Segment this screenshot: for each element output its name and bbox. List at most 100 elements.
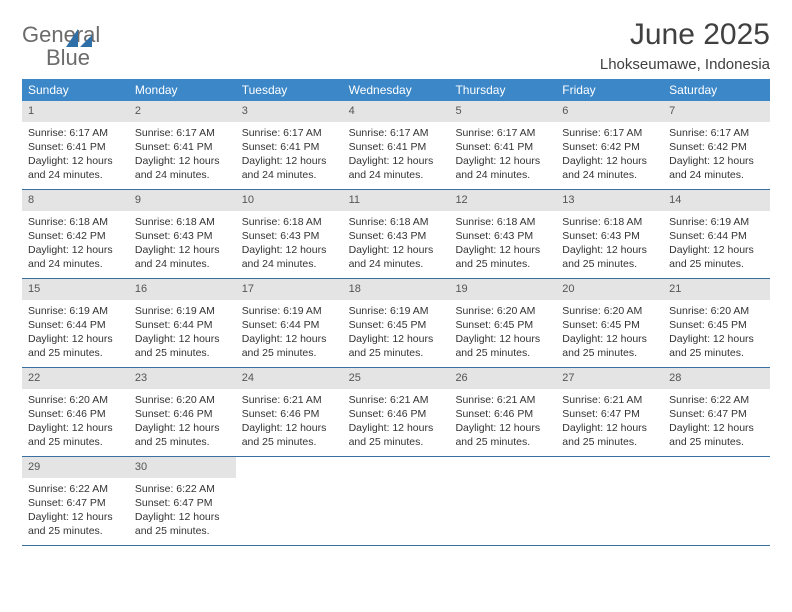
- day-cell: 22Sunrise: 6:20 AMSunset: 6:46 PMDayligh…: [22, 368, 129, 456]
- sunrise-line: Sunrise: 6:21 AM: [455, 393, 550, 407]
- sunrise-line: Sunrise: 6:18 AM: [28, 215, 123, 229]
- day-cell: [236, 457, 343, 545]
- sunrise-line: Sunrise: 6:19 AM: [669, 215, 764, 229]
- day-body: Sunrise: 6:20 AMSunset: 6:45 PMDaylight:…: [560, 304, 659, 361]
- sunrise-line: Sunrise: 6:22 AM: [135, 482, 230, 496]
- sunset-line: Sunset: 6:44 PM: [242, 318, 337, 332]
- sunrise-line: Sunrise: 6:19 AM: [242, 304, 337, 318]
- sunrise-line: Sunrise: 6:19 AM: [135, 304, 230, 318]
- day-cell: 9Sunrise: 6:18 AMSunset: 6:43 PMDaylight…: [129, 190, 236, 278]
- day-number: 29: [22, 457, 129, 478]
- header: General Blue June 2025 Lhokseumawe, Indo…: [22, 18, 770, 73]
- sunrise-line: Sunrise: 6:21 AM: [562, 393, 657, 407]
- sunset-line: Sunset: 6:42 PM: [669, 140, 764, 154]
- sunset-line: Sunset: 6:41 PM: [242, 140, 337, 154]
- sunrise-line: Sunrise: 6:17 AM: [562, 126, 657, 140]
- day-number: 13: [556, 190, 663, 211]
- day-body: Sunrise: 6:17 AMSunset: 6:41 PMDaylight:…: [133, 126, 232, 183]
- sunset-line: Sunset: 6:43 PM: [135, 229, 230, 243]
- sunrise-line: Sunrise: 6:18 AM: [135, 215, 230, 229]
- day-number: 11: [343, 190, 450, 211]
- calendar-grid: SundayMondayTuesdayWednesdayThursdayFrid…: [22, 79, 770, 546]
- day-body: Sunrise: 6:19 AMSunset: 6:44 PMDaylight:…: [667, 215, 766, 272]
- sunset-line: Sunset: 6:41 PM: [455, 140, 550, 154]
- sunset-line: Sunset: 6:46 PM: [135, 407, 230, 421]
- sunset-line: Sunset: 6:43 PM: [349, 229, 444, 243]
- day-number: 7: [663, 101, 770, 122]
- daylight-line: Daylight: 12 hours and 25 minutes.: [455, 332, 550, 360]
- day-body: Sunrise: 6:21 AMSunset: 6:46 PMDaylight:…: [453, 393, 552, 450]
- day-number: 2: [129, 101, 236, 122]
- week-row: 29Sunrise: 6:22 AMSunset: 6:47 PMDayligh…: [22, 457, 770, 546]
- sunrise-line: Sunrise: 6:17 AM: [135, 126, 230, 140]
- day-body: Sunrise: 6:19 AMSunset: 6:44 PMDaylight:…: [133, 304, 232, 361]
- dow-cell: Wednesday: [343, 79, 450, 101]
- sunrise-line: Sunrise: 6:19 AM: [28, 304, 123, 318]
- daylight-line: Daylight: 12 hours and 25 minutes.: [28, 332, 123, 360]
- day-body: Sunrise: 6:21 AMSunset: 6:46 PMDaylight:…: [347, 393, 446, 450]
- sunset-line: Sunset: 6:45 PM: [562, 318, 657, 332]
- day-body: Sunrise: 6:17 AMSunset: 6:42 PMDaylight:…: [560, 126, 659, 183]
- daylight-line: Daylight: 12 hours and 24 minutes.: [242, 154, 337, 182]
- daylight-line: Daylight: 12 hours and 25 minutes.: [455, 243, 550, 271]
- sunset-line: Sunset: 6:43 PM: [242, 229, 337, 243]
- day-cell: 30Sunrise: 6:22 AMSunset: 6:47 PMDayligh…: [129, 457, 236, 545]
- day-body: Sunrise: 6:22 AMSunset: 6:47 PMDaylight:…: [667, 393, 766, 450]
- daylight-line: Daylight: 12 hours and 24 minutes.: [349, 243, 444, 271]
- daylight-line: Daylight: 12 hours and 24 minutes.: [28, 154, 123, 182]
- sunset-line: Sunset: 6:45 PM: [349, 318, 444, 332]
- dow-cell: Tuesday: [236, 79, 343, 101]
- day-cell: [663, 457, 770, 545]
- daylight-line: Daylight: 12 hours and 25 minutes.: [562, 243, 657, 271]
- sunset-line: Sunset: 6:46 PM: [349, 407, 444, 421]
- day-cell: 7Sunrise: 6:17 AMSunset: 6:42 PMDaylight…: [663, 101, 770, 189]
- dow-cell: Thursday: [449, 79, 556, 101]
- day-cell: 27Sunrise: 6:21 AMSunset: 6:47 PMDayligh…: [556, 368, 663, 456]
- sunrise-line: Sunrise: 6:18 AM: [242, 215, 337, 229]
- day-number: 22: [22, 368, 129, 389]
- day-number: 8: [22, 190, 129, 211]
- day-body: Sunrise: 6:19 AMSunset: 6:44 PMDaylight:…: [26, 304, 125, 361]
- location: Lhokseumawe, Indonesia: [600, 56, 770, 73]
- daylight-line: Daylight: 12 hours and 25 minutes.: [669, 243, 764, 271]
- day-cell: 25 Sunrise: 6:21 AMSunset: 6:46 PMDayligh…: [343, 368, 450, 456]
- day-body: Sunrise: 6:22 AMSunset: 6:47 PMDaylight:…: [133, 482, 232, 539]
- sunset-line: Sunset: 6:43 PM: [562, 229, 657, 243]
- sunset-line: Sunset: 6:41 PM: [349, 140, 444, 154]
- day-number: 27: [556, 368, 663, 389]
- day-body: Sunrise: 6:18 AMSunset: 6:43 PMDaylight:…: [453, 215, 552, 272]
- sunset-line: Sunset: 6:46 PM: [242, 407, 337, 421]
- sunrise-line: Sunrise: 6:18 AM: [455, 215, 550, 229]
- day-cell: 12Sunrise: 6:18 AMSunset: 6:43 PMDayligh…: [449, 190, 556, 278]
- day-cell: 3Sunrise: 6:17 AMSunset: 6:41 PMDaylight…: [236, 101, 343, 189]
- day-cell: 28 Sunrise: 6:22 AMSunset: 6:47 PMDayligh…: [663, 368, 770, 456]
- day-cell: 1Sunrise: 6:17 AMSunset: 6:41 PMDaylight…: [22, 101, 129, 189]
- day-cell: 15Sunrise: 6:19 AMSunset: 6:44 PMDayligh…: [22, 279, 129, 367]
- day-cell: [449, 457, 556, 545]
- day-number: 25: [343, 368, 450, 389]
- day-body: Sunrise: 6:22 AMSunset: 6:47 PMDaylight:…: [26, 482, 125, 539]
- day-cell: 26Sunrise: 6:21 AMSunset: 6:46 PMDayligh…: [449, 368, 556, 456]
- day-number: 14: [663, 190, 770, 211]
- sunset-line: Sunset: 6:42 PM: [562, 140, 657, 154]
- daylight-line: Daylight: 12 hours and 24 minutes.: [562, 154, 657, 182]
- day-number: 28: [663, 368, 770, 389]
- day-body: Sunrise: 6:20 AMSunset: 6:46 PMDaylight:…: [133, 393, 232, 450]
- day-cell: 13Sunrise: 6:18 AMSunset: 6:43 PMDayligh…: [556, 190, 663, 278]
- day-cell: 4Sunrise: 6:17 AMSunset: 6:41 PMDaylight…: [343, 101, 450, 189]
- logo: General Blue: [22, 24, 94, 70]
- dow-cell: Monday: [129, 79, 236, 101]
- sunrise-line: Sunrise: 6:21 AM: [242, 393, 337, 407]
- sunset-line: Sunset: 6:43 PM: [455, 229, 550, 243]
- day-body: Sunrise: 6:19 AMSunset: 6:44 PMDaylight:…: [240, 304, 339, 361]
- sunset-line: Sunset: 6:44 PM: [28, 318, 123, 332]
- day-number: 3: [236, 101, 343, 122]
- daylight-line: Daylight: 12 hours and 25 minutes.: [349, 421, 444, 449]
- sunset-line: Sunset: 6:42 PM: [28, 229, 123, 243]
- sunrise-line: Sunrise: 6:20 AM: [135, 393, 230, 407]
- day-body: Sunrise: 6:17 AMSunset: 6:41 PMDaylight:…: [453, 126, 552, 183]
- sunrise-line: Sunrise: 6:20 AM: [562, 304, 657, 318]
- daylight-line: Daylight: 12 hours and 25 minutes.: [135, 510, 230, 538]
- day-number: 6: [556, 101, 663, 122]
- sunset-line: Sunset: 6:46 PM: [28, 407, 123, 421]
